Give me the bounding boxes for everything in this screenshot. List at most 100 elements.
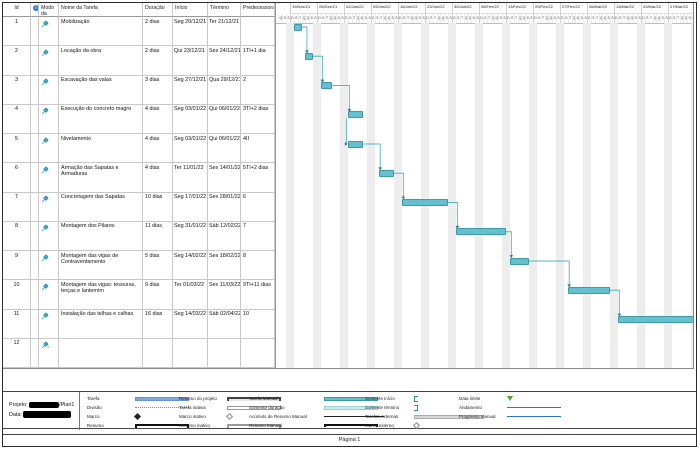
cell-start: Seg 20/12/21 [173,17,208,47]
cell-task-mode [39,192,59,222]
table-row[interactable]: 11 Instalação das telhas e calhas 16 dias S… [3,309,275,339]
table-row[interactable]: 1 Mobilização 2 dias Seg 20/12/21 Ter 21/12/… [3,17,275,47]
table-row[interactable]: 5 Nivelamento 4 dias Seg 03/01/22 Qui 06/01/… [3,134,275,164]
cell-task-mode [39,134,59,164]
column-header-task-name[interactable]: Nome da Tarefa [59,3,143,17]
table-row[interactable]: 3 Escavação das valas 3 dias Seg 27/12/21 Qu… [3,75,275,105]
column-header-predecessors[interactable]: Predecessoras [241,3,275,17]
cell-id: 12 [3,338,31,368]
legend-item-label: Divisão [87,405,102,410]
cell-duration: 2 dias [143,17,173,47]
table-row[interactable]: 8 Montagem dos Pilares 11 dias Seg 31/01/22… [3,221,275,251]
legend-symbol-line-blue [507,405,561,411]
timescale-day-letter: S [401,14,406,23]
cell-task-name: Montagem dos Pilares [59,221,143,251]
gantt-bar-task-5[interactable] [347,140,364,148]
timescale-week-label: 27/Mar/22 [668,3,693,14]
cell-task-mode [39,280,59,310]
weekend-shading [691,23,693,368]
cell-indicator [31,192,39,222]
weekend-shading [583,23,591,368]
gantt-bar-task-1[interactable] [293,23,302,31]
timescale-day-letter: T [459,14,464,23]
pushpin-icon [41,166,56,176]
column-header-id[interactable]: Id [3,3,31,17]
timescale-day-letter: S [552,14,556,23]
timescale-day-letter: S [529,14,533,23]
table-row[interactable]: 9 Montagem das vigas de Contraventamento 5… [3,251,275,281]
timescale-week-label: 26/Dez/21 [317,3,344,14]
timescale-day-letter: T [594,14,599,23]
timescale-day-letter: S [556,14,560,23]
timescale-week-label: 02/Jan/22 [344,3,371,14]
cell-id: 8 [3,221,31,251]
timescale-day-letter: S [471,14,475,23]
timescale-day-letter: S [502,14,506,23]
timescale-day-letter: Q [409,14,414,23]
timescale-day-letter: Q [544,14,549,23]
task-table: Id i Modo da Tarefa Nome da Tarefa Duraç… [3,3,275,368]
table-row[interactable]: 6 Armação das Sapatas e Armaduras 4 dias Te… [3,163,275,193]
date-line: Data: [9,410,74,420]
table-row[interactable]: 10 Montagem das vigas: tesouras, terças e… [3,280,275,310]
timescale-day-letter: Q [602,14,606,23]
gantt-bar-task-11[interactable] [617,316,693,323]
timescale-day-letter: D [397,14,402,23]
timescale-day-letter: T [675,14,680,23]
project-label: Projeto: [9,402,28,408]
table-row[interactable]: 12? [3,338,275,368]
timescale-day-letter: S [320,14,325,23]
weekend-shading [394,23,402,368]
column-header-indicators[interactable]: i [31,3,39,17]
timescale-day-letter: D [613,14,618,23]
gantt-bar-task-2[interactable] [305,52,314,60]
timescale-day-letter: S [583,14,587,23]
timescale-day-letter: S [293,14,298,23]
column-header-start[interactable]: Início [173,3,208,17]
table-body: 1 Mobilização 2 dias Seg 20/12/21 Ter 21/12/… [3,17,275,368]
cell-predecessors: 3TI+2 dias [241,104,275,134]
timescale-day-letter: Q [625,14,630,23]
gantt-bar-task-4[interactable] [347,111,364,119]
timescale-day-letter: Q [328,14,333,23]
gantt-bar-task-7[interactable] [401,199,449,206]
column-header-duration[interactable]: Duração [143,3,173,17]
column-header-task-mode[interactable]: Modo da Tarefa [39,3,59,17]
cell-duration: 5 dias [143,251,173,281]
cell-task-name: Nivelamento [59,134,143,164]
legend-item-label: Progresso manual [459,414,496,419]
pushpin-icon [41,283,56,293]
table-row[interactable]: 2 Locação da obra 2 dias Qui 23/12/21 Sex 24… [3,46,275,76]
table-row[interactable]: 7 Concretagem das Sapatas 10 dias Seg 17/01… [3,192,275,222]
column-header-finish[interactable]: Término [208,3,241,17]
legend-symbol-bar-blue [135,396,189,402]
timescale-bottom-border [276,23,693,24]
gantt-bar-task-9[interactable] [509,257,530,265]
timescale-day-letter: S [286,14,290,23]
weekend-shading [664,23,672,368]
cell-predecessors: 1TI+1 dia [241,46,275,76]
timescale-day-letter: D [505,14,510,23]
timescale-day-letter: D [316,14,321,23]
cell-finish: Sex 24/12/21 [208,46,241,76]
timescale-day-letter: T [513,14,518,23]
timescale-day-letter: S [428,14,433,23]
timescale-day-letter: D [370,14,375,23]
gantt-bar-task-3[interactable] [320,82,333,89]
cell-predecessors: 7 [241,221,275,251]
cell-duration: 9 dias [143,280,173,310]
legend-symbol-summary [135,423,189,429]
gantt-bar-task-8[interactable] [455,228,506,236]
timescale-day-letter: S [340,14,344,23]
timescale-day-letter: T [486,14,491,23]
cell-predecessors: 2 [241,75,275,105]
gantt-bar-task-6[interactable] [378,169,395,177]
cell-task-name: Instalação das telhas e calhas [59,309,143,339]
legend-item-label: Marco inativo [179,414,206,419]
timescale-day-letter: S [579,14,583,23]
weekend-shading [610,23,618,368]
table-row[interactable]: 4 Execução do concreto magro 4 dias Seg 03/… [3,104,275,134]
gantt-bar-task-10[interactable] [567,286,611,294]
page-number: Página 1 [338,436,361,443]
